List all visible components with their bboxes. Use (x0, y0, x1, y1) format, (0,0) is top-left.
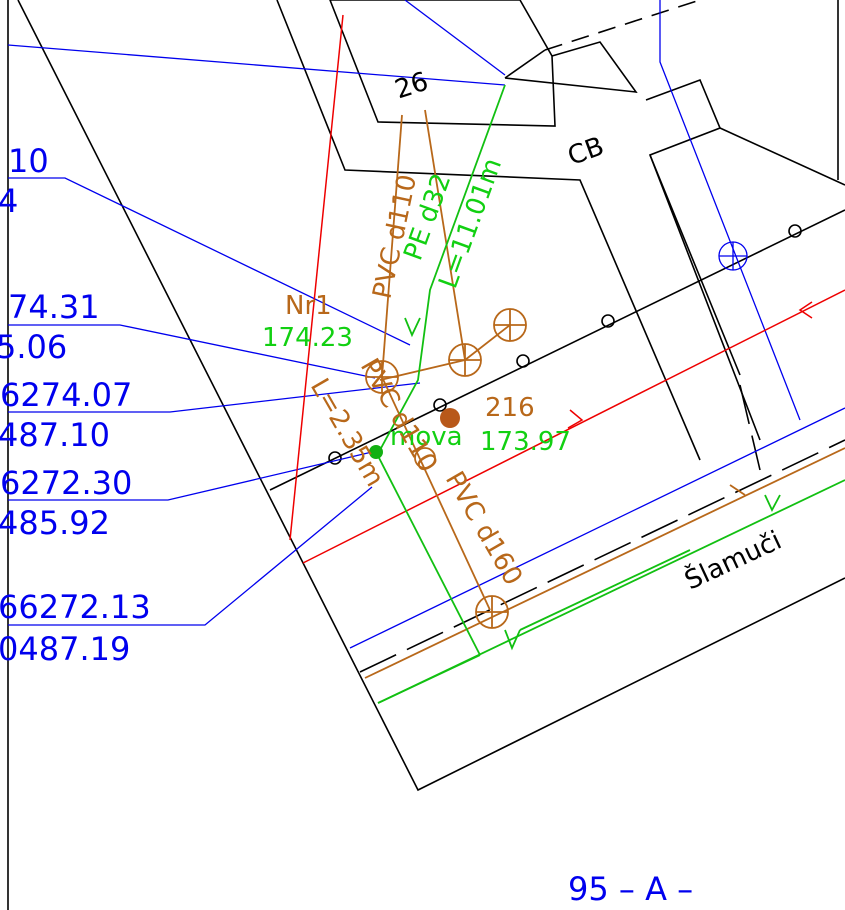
coordinate: 6274.07 (0, 376, 132, 414)
node-elevation: 174.23 (262, 323, 353, 353)
cad-drawing: 26 CB PVC d110 PE d32 L=11.01m Nr1 174.2… (0, 0, 845, 910)
coordinate: 10 (8, 142, 49, 180)
coordinate: 74.31 (8, 288, 100, 326)
node-label: 216 (485, 393, 535, 423)
coordinate: 5.06 (0, 328, 67, 366)
coordinate: 487.10 (0, 416, 110, 454)
sheet-label: 95 – A – (568, 870, 693, 908)
coordinate: 0487.19 (0, 630, 130, 668)
coordinate: 66272.13 (0, 588, 151, 626)
coordinate: 485.92 (0, 504, 110, 542)
coordinate: 6272.30 (0, 464, 132, 502)
node-label: Nr1 (285, 291, 332, 321)
node-elevation: 173.97 (480, 427, 571, 457)
coordinate: 4 (0, 182, 18, 220)
